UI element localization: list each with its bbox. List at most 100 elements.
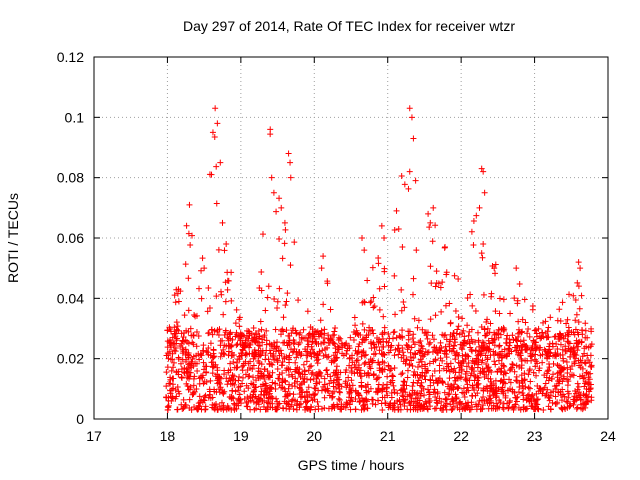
data-point [575, 343, 582, 350]
data-point [410, 338, 417, 345]
data-point [500, 327, 507, 334]
data-point [180, 405, 187, 412]
data-point [480, 345, 487, 352]
data-point [500, 362, 507, 369]
data-point [209, 359, 216, 366]
data-point [450, 330, 457, 337]
data-point [350, 329, 357, 336]
data-point [513, 377, 520, 384]
data-point [588, 325, 595, 332]
data-point [447, 331, 454, 338]
data-point [585, 344, 592, 351]
data-point [274, 304, 281, 311]
data-point [227, 343, 234, 350]
data-point [395, 351, 402, 358]
data-point [286, 352, 293, 359]
data-point [468, 364, 475, 371]
data-point [560, 357, 567, 364]
data-point [185, 275, 192, 282]
data-point [546, 353, 553, 360]
data-point [483, 318, 490, 325]
data-point [554, 317, 561, 324]
data-point [452, 356, 459, 363]
data-point [421, 351, 428, 358]
data-point [472, 347, 479, 354]
data-point [422, 348, 429, 355]
data-point [478, 359, 485, 366]
data-point [460, 404, 467, 411]
x-tick-label: 21 [380, 428, 396, 444]
data-point [446, 300, 453, 307]
data-point [380, 350, 387, 357]
data-point [358, 373, 365, 380]
data-point [511, 368, 518, 375]
data-point [433, 349, 440, 356]
data-point [433, 399, 440, 406]
data-point [368, 298, 375, 305]
data-point [500, 296, 507, 303]
data-point [192, 313, 199, 320]
data-point [492, 308, 499, 315]
data-point [588, 394, 595, 401]
data-point [459, 315, 466, 322]
x-tick-label: 22 [453, 428, 469, 444]
data-point [566, 403, 573, 410]
data-point [225, 348, 232, 355]
data-point [350, 337, 357, 344]
data-point [325, 332, 332, 339]
y-tick-label: 0.02 [57, 351, 84, 367]
data-point [406, 328, 413, 335]
data-point [495, 351, 502, 358]
data-point [361, 360, 368, 367]
data-point [529, 303, 536, 310]
data-point [282, 226, 289, 233]
data-point [503, 339, 510, 346]
data-point [276, 235, 283, 242]
data-point [466, 377, 473, 384]
data-point [451, 272, 458, 279]
data-point [572, 397, 579, 404]
data-point [335, 346, 342, 353]
data-point [432, 222, 439, 229]
data-point [465, 332, 472, 339]
peak-point [406, 105, 413, 112]
data-point [522, 319, 529, 326]
data-point [583, 400, 590, 407]
data-point [485, 347, 492, 354]
data-point [348, 377, 355, 384]
data-point [257, 348, 264, 355]
data-point [218, 288, 225, 295]
data-point [429, 238, 436, 245]
data-point [182, 402, 189, 409]
data-point [288, 401, 295, 408]
data-point [235, 384, 242, 391]
data-point [426, 341, 433, 348]
data-point [199, 255, 206, 262]
data-point [365, 369, 372, 376]
data-point [409, 391, 416, 398]
data-point [410, 354, 417, 361]
data-point [401, 304, 408, 311]
data-point [174, 384, 181, 391]
data-point [473, 403, 480, 410]
data-point [260, 403, 267, 410]
data-point [335, 337, 342, 344]
data-point [323, 366, 330, 373]
data-point [574, 279, 581, 286]
data-point [230, 359, 237, 366]
data-point [256, 359, 263, 366]
data-point [563, 320, 570, 327]
data-point [521, 296, 528, 303]
data-point [186, 375, 193, 382]
data-point [210, 363, 217, 370]
data-point [185, 354, 192, 361]
data-point [584, 352, 591, 359]
data-point [495, 334, 502, 341]
data-point [486, 387, 493, 394]
data-point [564, 316, 571, 323]
peak-point [219, 219, 226, 226]
data-point [246, 344, 253, 351]
data-point [460, 358, 467, 365]
data-point [307, 376, 314, 383]
data-point [467, 372, 474, 379]
